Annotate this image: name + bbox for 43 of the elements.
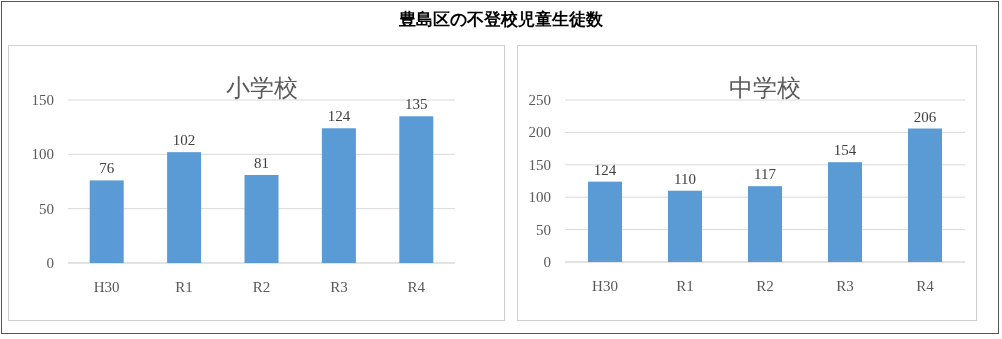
bar — [244, 174, 279, 263]
data-label: 135 — [405, 96, 428, 113]
data-label: 76 — [99, 160, 115, 177]
y-tick-label: 50 — [39, 200, 54, 217]
y-tick-label: 0 — [46, 255, 54, 271]
data-label: 154 — [833, 142, 857, 159]
chart-title: 小学校 — [225, 75, 298, 101]
x-tick-label: R4 — [407, 279, 426, 295]
x-tick-label: R4 — [916, 278, 935, 294]
y-tick-label: 250 — [528, 92, 551, 108]
x-tick-label: H30 — [592, 278, 618, 294]
bar — [167, 152, 202, 263]
x-tick-label: R1 — [676, 278, 694, 294]
bar — [748, 186, 782, 262]
x-tick-label: R3 — [836, 278, 854, 294]
x-tick-label: R2 — [756, 278, 774, 294]
data-label: 206 — [913, 108, 937, 125]
x-tick-label: H30 — [93, 279, 120, 295]
y-tick-label: 50 — [536, 221, 551, 238]
data-label: 102 — [172, 132, 196, 149]
y-tick-label: 150 — [31, 92, 54, 108]
bar — [399, 116, 434, 263]
data-label: 117 — [754, 166, 777, 183]
bar — [828, 162, 862, 262]
data-label: 124 — [327, 108, 351, 125]
data-label: 124 — [593, 161, 617, 178]
text: 豊島区の不登校児童生徒数 — [398, 9, 604, 31]
bar — [321, 128, 356, 263]
x-tick-label: R1 — [175, 279, 193, 295]
bar — [89, 180, 124, 263]
bar — [668, 190, 702, 262]
bar — [908, 128, 942, 262]
y-tick-label: 150 — [528, 156, 551, 173]
data-label: 81 — [254, 154, 269, 171]
bar — [588, 181, 622, 262]
data-label: 110 — [674, 170, 696, 187]
chart-title: 中学校 — [729, 75, 801, 101]
x-tick-label: R2 — [252, 279, 271, 295]
x-tick-label: R3 — [330, 279, 348, 295]
y-tick-label: 100 — [528, 189, 551, 206]
y-tick-label: 200 — [528, 124, 551, 141]
y-tick-label: 0 — [543, 254, 551, 270]
y-tick-label: 100 — [31, 146, 54, 163]
